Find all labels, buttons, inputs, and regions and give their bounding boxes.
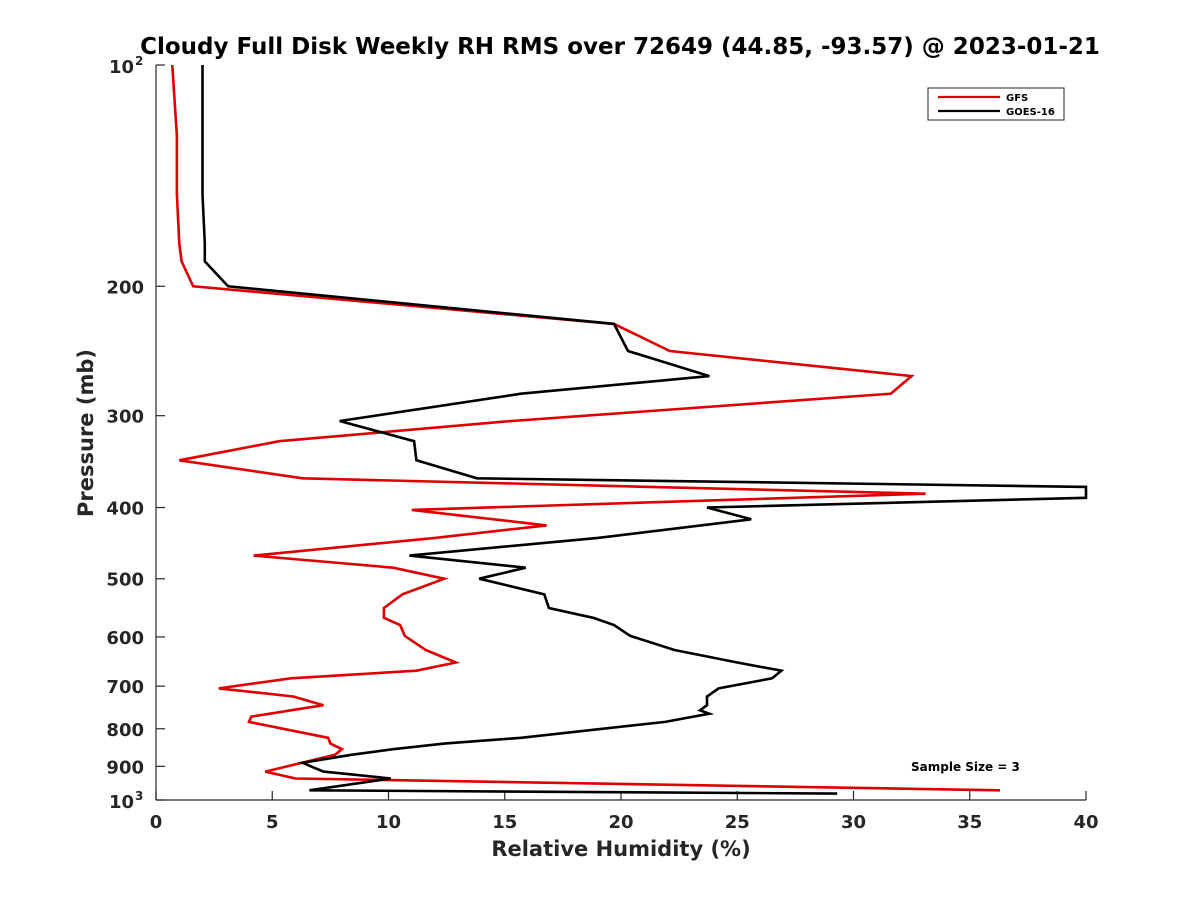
x-tick-label: 25 — [725, 812, 750, 833]
y-tick-label: 800 — [106, 720, 144, 741]
y-tick-exponent: 3 — [135, 789, 143, 803]
legend: GFS GOES-16 — [927, 87, 1065, 121]
y-tick-label: 200 — [106, 277, 144, 298]
y-tick-exponent: 2 — [135, 54, 143, 68]
y-axis-label: Pressure (mb) — [74, 349, 98, 517]
series-line-goes16 — [201, 65, 1088, 795]
x-tick-label: 20 — [608, 812, 633, 833]
y-tick-label: 300 — [106, 407, 144, 428]
y-tick-label: 10 — [109, 57, 134, 78]
x-ticks-group: 0 5 10 15 20 25 30 35 40 — [150, 791, 1099, 833]
x-tick-label: 15 — [492, 812, 517, 833]
y-tick-label: 400 — [106, 499, 144, 520]
x-tick-label: 40 — [1073, 812, 1098, 833]
x-tick-label: 30 — [841, 812, 866, 833]
y-tick-label: 500 — [106, 570, 144, 591]
legend-label-goes16: GOES-16 — [1006, 107, 1055, 118]
legend-box — [927, 87, 1065, 121]
y-tick-label: 900 — [106, 757, 144, 778]
legend-label-gfs: GFS — [1006, 93, 1028, 104]
y-tick-label: 600 — [106, 628, 144, 649]
x-tick-label: 35 — [957, 812, 982, 833]
x-tick-label: 5 — [266, 812, 279, 833]
series-lines-group — [171, 64, 1088, 795]
series-line-gfs — [171, 64, 1001, 792]
sample-size-annotation: Sample Size = 3 — [911, 760, 1020, 774]
x-axis-label: Relative Humidity (%) — [491, 837, 750, 861]
x-tick-label: 10 — [376, 812, 401, 833]
y-tick-label: 700 — [106, 677, 144, 698]
x-tick-label: 0 — [150, 812, 163, 833]
chart-title: Cloudy Full Disk Weekly RH RMS over 7264… — [140, 34, 1100, 60]
y-tick-label: 10 — [109, 792, 134, 813]
